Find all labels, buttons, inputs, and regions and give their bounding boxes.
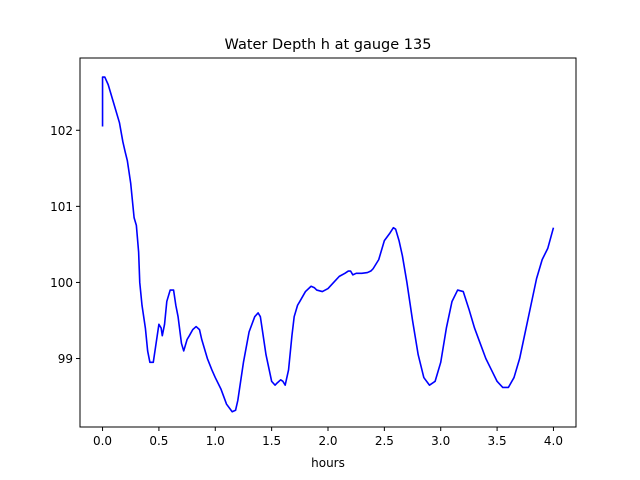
x-tick-label: 1.5 — [262, 434, 281, 448]
x-tick-label: 4.0 — [544, 434, 563, 448]
x-tick-label: 3.5 — [488, 434, 507, 448]
x-tick-label: 0.5 — [149, 434, 168, 448]
x-axis-label: hours — [311, 456, 345, 470]
x-tick-label: 1.0 — [206, 434, 225, 448]
series-layer — [101, 76, 555, 413]
x-tick-label: 2.5 — [375, 434, 394, 448]
y-tick-label: 102 — [50, 124, 73, 138]
x-tick-label: 0.0 — [93, 434, 112, 448]
x-tick-label: 2.0 — [318, 434, 337, 448]
y-axis: 99 100 101 102 — [50, 124, 80, 366]
y-tick-label: 100 — [50, 276, 73, 290]
y-tick-label: 101 — [50, 200, 73, 214]
x-tick-label: 3.0 — [431, 434, 450, 448]
chart-title: Water Depth h at gauge 135 — [225, 37, 432, 53]
series-line-0 — [101, 76, 555, 413]
y-tick-label: 99 — [58, 352, 73, 366]
x-axis: 0.0 0.5 1.0 1.5 2.0 2.5 3.0 3.5 4.0 — [93, 427, 563, 448]
plot-area — [80, 58, 576, 427]
